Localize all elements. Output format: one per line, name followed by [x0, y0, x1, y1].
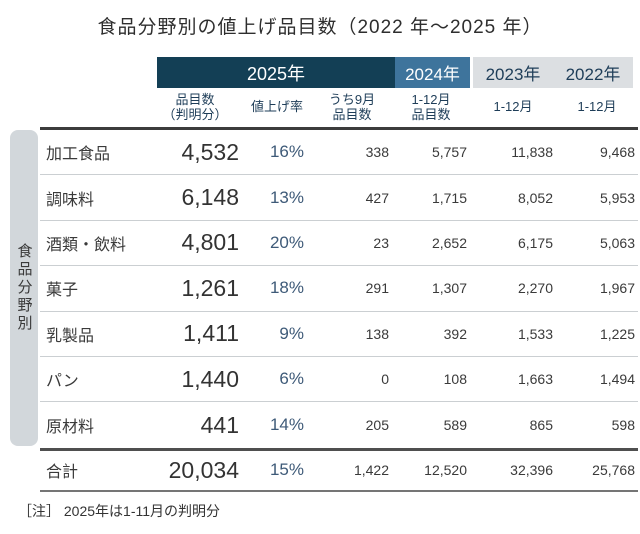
- cell-2023: 6,175: [517, 234, 553, 251]
- cell-2023: 865: [529, 417, 553, 434]
- cell-2022: 5,953: [599, 189, 635, 206]
- category-label: パン: [46, 373, 79, 391]
- cell-rate-2025: 20%: [269, 232, 304, 252]
- cell-count-2025: 4,532: [181, 138, 239, 165]
- year-header-2024: 2024年: [395, 57, 470, 88]
- cell-count-2025: 6,148: [181, 184, 239, 211]
- footnote: ［注］ 2025年は1-11月の判明分: [18, 503, 221, 519]
- total-2022: 25,768: [592, 462, 635, 479]
- cell-2023: 1,533: [517, 325, 553, 342]
- year-header-2025: 2025年: [157, 57, 395, 88]
- cell-2024: 589: [443, 417, 467, 434]
- table-row: パン 1,440 6% 0 108 1,663 1,494: [40, 357, 638, 403]
- table-row: 酒類・飲料 4,801 20% 23 2,652 6,175 5,063: [40, 221, 638, 267]
- cell-2023: 1,663: [517, 371, 553, 388]
- total-count-2025: 20,034: [168, 456, 239, 483]
- total-2024: 12,520: [424, 462, 467, 479]
- total-row: 合計 20,034 15% 1,422 12,520 32,396 25,768: [40, 447, 638, 492]
- cell-2023: 2,270: [517, 280, 553, 297]
- cell-rate-2025: 9%: [279, 323, 304, 343]
- table-row: 調味料 6,148 13% 427 1,715 8,052 5,953: [40, 175, 638, 221]
- cell-sep-2025: 427: [365, 189, 389, 206]
- cell-2024: 108: [443, 371, 467, 388]
- cell-rate-2025: 13%: [269, 187, 304, 207]
- cell-rate-2025: 16%: [269, 142, 304, 162]
- cell-2023: 11,838: [511, 144, 553, 161]
- cell-rate-2025: 18%: [269, 278, 304, 298]
- table-body: 加工食品 4,532 16% 338 5,757 11,838 9,468 調味…: [40, 127, 638, 492]
- cell-2024: 2,652: [431, 234, 467, 251]
- table-row: 乳製品 1,411 9% 138 392 1,533 1,225: [40, 312, 638, 357]
- row-axis-label: 食品分野別: [15, 243, 33, 333]
- category-label: 調味料: [46, 191, 95, 209]
- year-header-2023: 2023年: [485, 65, 541, 84]
- cell-sep-2025: 23: [373, 234, 389, 251]
- cell-2022: 1,967: [599, 280, 635, 297]
- cell-sep-2025: 291: [365, 280, 389, 297]
- cell-rate-2025: 6%: [279, 369, 304, 389]
- cell-2024: 392: [443, 325, 467, 342]
- column-subheader: 品目数 （判明分） 値上げ率 うち9月 品目数 1-12月 品目数 1-12月 …: [40, 88, 638, 127]
- category-label: 酒類・飲料: [46, 236, 127, 254]
- row-axis-tab: 食品分野別: [10, 130, 38, 446]
- cell-2024: 1,715: [431, 189, 467, 206]
- subheader-rate: 値上げ率: [250, 99, 303, 115]
- cell-2022: 1,494: [599, 371, 635, 388]
- subheader-september: うち9月 品目数: [328, 91, 376, 122]
- subheader-count-2025: 品目数 （判明分）: [162, 91, 228, 122]
- subheader-2023-months: 1-12月: [493, 99, 533, 115]
- total-rate-2025: 15%: [269, 460, 304, 480]
- total-label: 合計: [46, 464, 79, 482]
- year-header-old: 2023年 2022年: [473, 57, 633, 88]
- cell-count-2025: 4,801: [181, 229, 239, 256]
- table-row: 原材料 441 14% 205 589 865 598: [40, 402, 638, 447]
- subheader-2024-count: 1-12月 品目数: [411, 91, 451, 122]
- category-label: 原材料: [46, 419, 95, 437]
- total-2023: 32,396: [510, 462, 553, 479]
- cell-count-2025: 1,411: [183, 320, 239, 347]
- cell-2023: 8,052: [517, 189, 553, 206]
- category-label: 菓子: [46, 282, 79, 300]
- table-row: 加工食品 4,532 16% 338 5,757 11,838 9,468: [40, 130, 638, 176]
- cell-sep-2025: 338: [365, 144, 389, 161]
- cell-2022: 9,468: [599, 144, 635, 161]
- cell-sep-2025: 0: [381, 371, 389, 388]
- total-sep-2025: 1,422: [353, 462, 389, 479]
- cell-2022: 1,225: [599, 325, 635, 342]
- table-row: 菓子 1,261 18% 291 1,307 2,270 1,967: [40, 266, 638, 312]
- category-label: 加工食品: [46, 146, 111, 164]
- cell-2022: 598: [611, 417, 635, 434]
- figure-title: 食品分野別の値上げ品目数（2022 年～2025 年）: [97, 17, 543, 38]
- subheader-2022-months: 1-12月: [577, 99, 617, 115]
- category-label: 乳製品: [46, 327, 95, 345]
- cell-sep-2025: 138: [365, 325, 389, 342]
- cell-count-2025: 441: [200, 411, 239, 438]
- cell-count-2025: 1,261: [181, 274, 239, 301]
- cell-rate-2025: 14%: [269, 415, 304, 435]
- year-header-2022: 2022年: [565, 65, 621, 84]
- cell-count-2025: 1,440: [181, 365, 239, 392]
- cell-sep-2025: 205: [365, 417, 389, 434]
- cell-2024: 5,757: [431, 144, 467, 161]
- cell-2022: 5,063: [599, 234, 635, 251]
- cell-2024: 1,307: [431, 280, 467, 297]
